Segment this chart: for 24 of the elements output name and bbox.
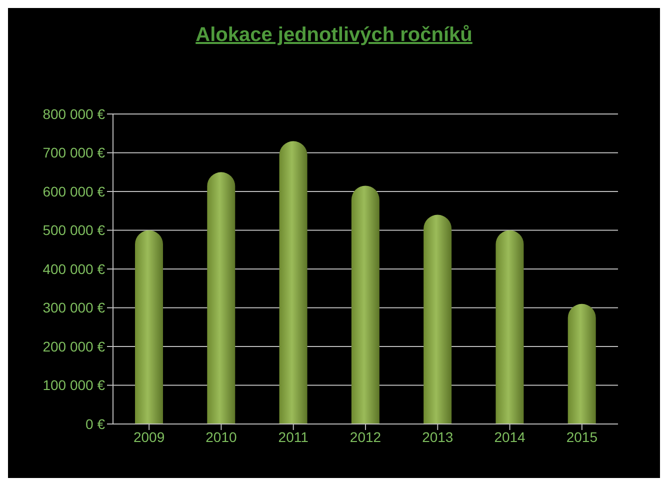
bar: [424, 214, 452, 424]
bar: [279, 141, 308, 424]
y-tick-label: 300 000 €: [42, 300, 106, 316]
y-tick-label: 100 000 €: [42, 377, 106, 394]
x-tick-label: 2012: [350, 428, 382, 445]
x-tick-label: 2013: [422, 428, 454, 445]
x-tick-label: 2014: [494, 428, 526, 445]
y-tick-label: 700 000 €: [42, 144, 106, 161]
x-tick-label: 2015: [566, 428, 598, 445]
y-tick-label: 0 €: [86, 416, 106, 432]
bar: [568, 304, 596, 424]
bar: [207, 172, 236, 424]
y-tick-label: 600 000 €: [42, 183, 106, 200]
bar: [351, 186, 380, 424]
bar: [135, 230, 163, 424]
y-tick-label: 400 000 €: [42, 260, 106, 277]
y-tick-label: 200 000 €: [42, 338, 106, 354]
bar: [496, 230, 524, 424]
y-tick-label: 800 000 €: [42, 106, 106, 122]
x-tick-label: 2011: [278, 428, 309, 445]
y-tick-label: 500 000 €: [42, 222, 106, 238]
chart-title: Alokace jednotlivých ročníků: [194, 23, 474, 48]
x-tick-label: 2010: [206, 428, 237, 445]
x-tick-label: 2009: [133, 428, 165, 445]
